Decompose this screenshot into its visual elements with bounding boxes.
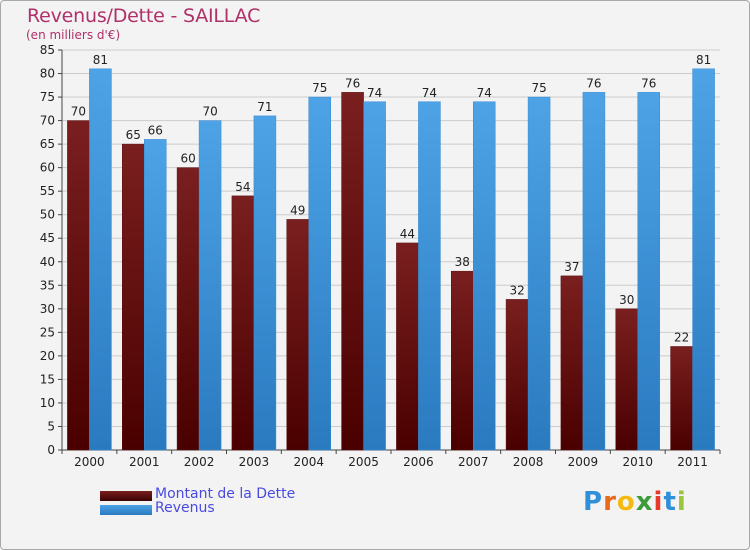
logo-letter: P xyxy=(583,487,604,517)
logo-letter: i xyxy=(676,487,687,517)
bar-debt xyxy=(122,143,145,451)
chart-subtitle: (en milliers d'€) xyxy=(26,28,121,42)
chart-title: Revenus/Dette - SAILLAC xyxy=(27,5,261,27)
data-label-revenue: 66 xyxy=(148,123,163,137)
bar-revenue xyxy=(89,68,112,451)
data-label-revenue: 76 xyxy=(641,76,656,90)
y-tick-label: 80 xyxy=(40,67,55,81)
legend-swatch-debt xyxy=(100,491,152,501)
x-tick-label: 2003 xyxy=(239,455,270,469)
x-tick-label: 2010 xyxy=(622,455,653,469)
y-tick-label: 25 xyxy=(40,325,55,339)
bar-debt xyxy=(670,346,693,451)
x-tick-label: 2001 xyxy=(129,455,160,469)
logo-letter: i xyxy=(653,487,664,517)
y-tick-label: 60 xyxy=(40,161,55,175)
data-label-debt: 54 xyxy=(235,180,250,194)
data-label-debt: 70 xyxy=(71,105,86,119)
y-tick-label: 65 xyxy=(40,137,55,151)
x-tick-label: 2007 xyxy=(458,455,489,469)
data-label-debt: 22 xyxy=(674,330,689,344)
x-tick-label: 2011 xyxy=(677,455,708,469)
x-tick-label: 2004 xyxy=(293,455,324,469)
data-label-debt: 32 xyxy=(509,283,524,297)
data-label-revenue: 70 xyxy=(202,105,217,119)
y-tick-label: 30 xyxy=(40,302,55,316)
bar-debt xyxy=(341,92,364,451)
data-label-debt: 44 xyxy=(400,227,415,241)
data-label-revenue: 74 xyxy=(477,86,492,100)
y-tick-label: 70 xyxy=(40,114,55,128)
x-tick-label: 2002 xyxy=(184,455,215,469)
y-tick-label: 5 xyxy=(47,419,55,433)
data-label-debt: 49 xyxy=(290,203,305,217)
data-label-revenue: 75 xyxy=(531,81,546,95)
bar-debt xyxy=(505,299,529,451)
bar-debt xyxy=(396,242,419,451)
bar-debt xyxy=(67,120,90,451)
plot-area xyxy=(62,50,720,450)
y-tick-label: 75 xyxy=(40,90,55,104)
x-tick-label: 2008 xyxy=(513,455,544,469)
y-tick-label: 10 xyxy=(40,396,55,410)
bar-revenue xyxy=(198,120,222,451)
bar-revenue xyxy=(308,96,331,451)
data-label-debt: 30 xyxy=(619,293,634,307)
bar-revenue xyxy=(582,92,606,451)
bar-debt xyxy=(615,308,638,451)
bar-revenue xyxy=(418,101,441,451)
bar-debt xyxy=(286,219,309,451)
legend-label-debt: Montant de la Dette xyxy=(155,486,296,502)
legend-swatch-revenue xyxy=(100,505,152,515)
y-tick-label: 15 xyxy=(40,372,55,386)
bar-debt xyxy=(451,270,474,451)
data-label-revenue: 74 xyxy=(422,86,437,100)
y-tick-label: 35 xyxy=(40,278,55,292)
bar-revenue xyxy=(363,101,386,451)
y-tick-label: 85 xyxy=(40,43,55,57)
data-label-debt: 76 xyxy=(345,76,360,90)
data-label-debt: 60 xyxy=(180,152,195,166)
x-tick-label: 2000 xyxy=(74,455,105,469)
bar-revenue xyxy=(473,101,496,451)
y-tick-label: 0 xyxy=(47,443,55,457)
bar-revenue xyxy=(637,92,660,451)
logo-letter: o xyxy=(616,487,636,517)
y-tick-label: 55 xyxy=(40,184,55,198)
logo-letter: x xyxy=(635,487,654,517)
data-label-revenue: 75 xyxy=(312,81,327,95)
bar-revenue xyxy=(144,139,167,451)
y-tick-label: 45 xyxy=(40,231,55,245)
bar-debt xyxy=(560,275,584,451)
logo-letter: t xyxy=(663,487,677,517)
data-label-revenue: 76 xyxy=(586,76,601,90)
bar-debt xyxy=(176,167,200,451)
bar-revenue xyxy=(692,68,715,451)
y-tick-label: 50 xyxy=(40,208,55,222)
x-tick-label: 2009 xyxy=(568,455,599,469)
data-label-revenue: 74 xyxy=(367,86,382,100)
y-tick-label: 20 xyxy=(40,349,55,363)
y-tick-label: 40 xyxy=(40,255,55,269)
logo-letter: r xyxy=(603,487,617,517)
legend-label-revenue: Revenus xyxy=(155,500,215,516)
data-label-revenue: 71 xyxy=(257,100,272,114)
bar-revenue xyxy=(527,96,551,451)
bar-debt xyxy=(231,195,255,451)
data-label-revenue: 81 xyxy=(696,53,711,67)
x-tick-label: 2005 xyxy=(348,455,379,469)
proxiti-logo: Proxiti xyxy=(583,487,687,517)
data-label-debt: 65 xyxy=(126,128,141,142)
x-tick-label: 2006 xyxy=(403,455,434,469)
data-label-revenue: 81 xyxy=(93,53,108,67)
bar-revenue xyxy=(253,115,277,451)
data-label-debt: 38 xyxy=(455,255,470,269)
data-label-debt: 37 xyxy=(564,260,579,274)
